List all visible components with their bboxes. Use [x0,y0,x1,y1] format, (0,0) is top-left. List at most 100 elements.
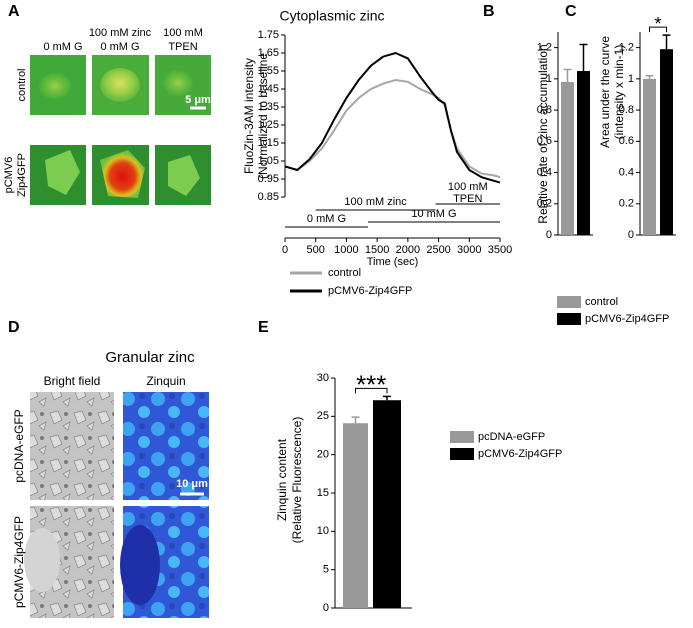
image [123,392,209,500]
column-label: Bright field [44,374,101,388]
y-tick-label: 1.65 [258,47,279,59]
y-axis-label: Area under the curve [598,36,612,148]
bar [660,49,673,235]
panel-label: D [8,319,20,336]
y-tick-label: 30 [317,372,329,384]
y-axis-label: (Normalized to baseline [256,53,270,179]
series-line [284,51,501,184]
annotation-text: TPEN [453,193,482,205]
y-tick-label: 0 [628,229,634,241]
y-tick-label: 0.2 [619,198,634,210]
y-tick-label: 1.25 [258,119,279,131]
y-tick-label: 0.4 [619,166,634,178]
scale-bar-label: 5 μm [185,94,211,106]
column-label: TPEN [168,41,197,53]
x-tick-label: 0 [282,244,288,256]
x-tick-label: 1000 [334,244,358,256]
y-tick-label: 5 [323,564,329,576]
y-tick-label: 1.2 [619,42,634,54]
y-tick-label: 15 [317,487,329,499]
legend-label: pCMV6-Zip4GFP [585,313,669,325]
x-tick-label: 2000 [396,244,420,256]
legend-swatch [557,313,581,325]
column-label: 100 mM zinc [89,27,152,39]
column-label: 0 mM G [100,41,139,53]
cell [120,525,160,605]
panel-label: B [483,3,495,20]
x-tick-label: 1500 [365,244,389,256]
legend-label: pCMV6-Zip4GFP [328,285,412,297]
column-label: 100 mM [163,27,203,39]
y-tick-label: 1.05 [258,155,279,167]
y-axis-label: (intensity x min-1) [612,45,626,140]
cell [163,70,193,96]
legend-label: pcDNA-eGFP [478,431,545,443]
scale-bar-label: 10 μm [176,478,208,490]
y-tick-label: 0 [546,229,552,241]
y-tick-label: 10 [317,525,329,537]
y-tick-label: 20 [317,449,329,461]
panel-label: E [258,319,269,336]
x-tick-label: 3500 [488,244,512,256]
bar [577,71,590,236]
panel-label: A [8,3,20,20]
y-tick-label: 0.85 [258,191,279,203]
x-tick-label: 3000 [457,244,481,256]
cell [45,150,80,195]
x-tick-label: 2500 [426,244,450,256]
row-label: Zip4GFP [16,153,28,197]
cell [100,68,140,102]
row-label: pCMV6-Zip4GFP [12,516,26,608]
series-line [284,78,501,179]
bar [343,423,368,608]
image [30,392,114,500]
legend-label: pCMV6-Zip4GFP [478,448,562,460]
column-label: Zinquin [146,374,185,388]
bar [561,81,574,235]
y-tick-label: 1.45 [258,83,279,95]
y-axis-label: (Relative Fluorescence) [290,417,304,544]
panel-d-images [24,392,209,618]
x-axis-label: Time (sec) [367,256,419,268]
y-tick-label: 0.2 [537,198,552,210]
y-tick-label: 1.55 [258,65,279,77]
legend-swatch [450,431,474,443]
y-axis-label: FluoZin-3AM intensity [242,58,256,174]
y-tick-label: 1.75 [258,29,279,41]
y-tick-label: 1 [546,73,552,85]
bar [373,400,401,608]
y-tick-label: 1.2 [537,42,552,54]
significance: *** [356,369,386,399]
y-tick-label: 0.6 [537,135,552,147]
y-tick-label: 0.4 [537,166,552,178]
y-tick-label: 0 [323,602,329,614]
row-label: pcDNA-eGFP [12,409,26,482]
y-tick-label: 0.8 [619,104,634,116]
annotation-text: 100 mM [448,181,488,193]
cell [39,73,71,99]
y-tick-label: 1.15 [258,137,279,149]
y-tick-label: 1 [628,73,634,85]
significance-bracket [649,26,667,33]
cell [100,150,145,198]
y-tick-label: 0.8 [537,104,552,116]
cell [24,528,60,592]
significance: * [654,14,661,34]
chart-title: Cytoplasmic zinc [279,8,384,24]
panel-a-images [30,55,211,205]
row-label: control [16,68,28,101]
annotation-text: 0 mM G [307,213,346,225]
row-label: pCMV6 [3,157,15,194]
y-axis-label: Zinquin content [275,438,289,521]
column-label: 0 mM G [43,41,82,53]
legend-label: control [328,267,361,279]
panel-label: C [565,3,577,20]
x-tick-label: 500 [307,244,325,256]
annotation-text: 100 mM zinc [344,196,407,208]
legend-swatch [450,448,474,460]
y-axis-label: Relative rate of zinc accumulation [536,44,550,223]
legend-label: control [585,296,618,308]
cell [168,155,200,196]
annotation-text: 10 mM G [411,208,456,220]
